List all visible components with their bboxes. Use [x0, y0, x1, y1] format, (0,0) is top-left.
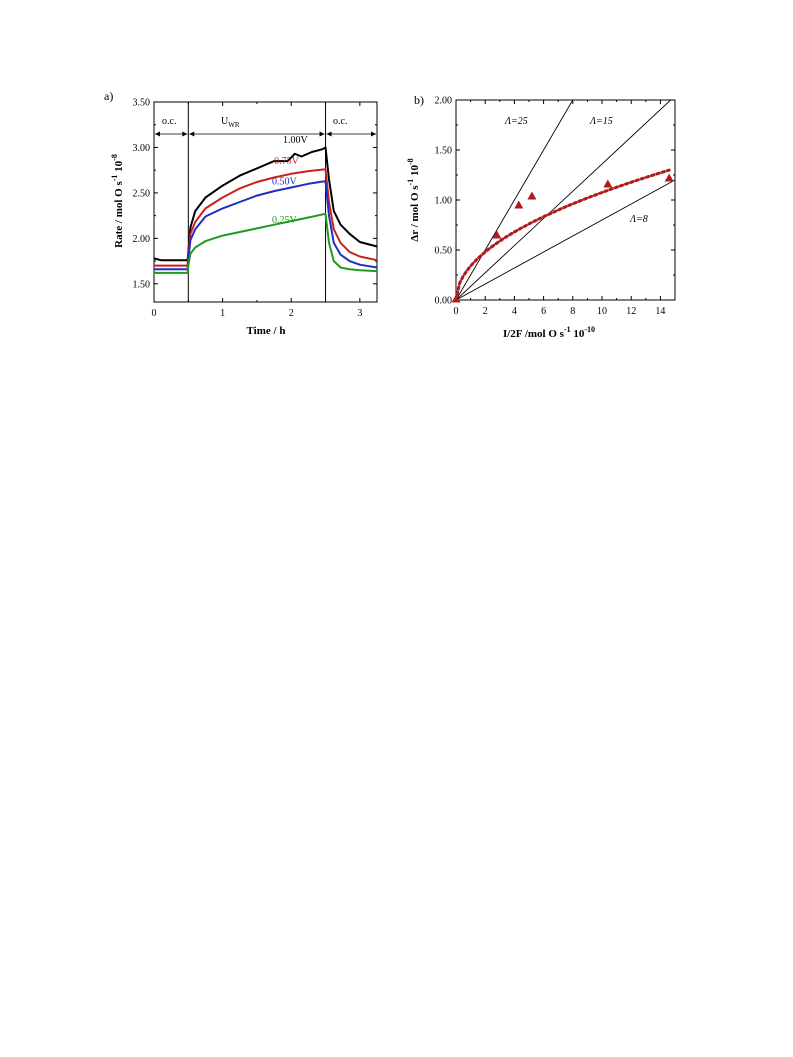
panel-b-plot: 0 2 4 6 8 10 12 14 0.00 0.50 1.00 1.50 2.00	[435, 96, 676, 317]
x-tick-label: 0	[152, 308, 157, 319]
panel-a-ylabel: Rate / mol O s-1 10-8	[110, 154, 125, 248]
arrow-head	[371, 131, 376, 137]
y-tick-label: 2.00	[133, 234, 151, 245]
x-tick-label: 0	[454, 306, 459, 317]
x-tick-label: 3	[357, 308, 362, 319]
x-tick-label: 12	[626, 306, 636, 317]
lambda-25-label: Λ=25	[504, 116, 528, 127]
panel-a: a) 0 1 2 3 1.50 2.00 2.50 3.00 3.50 1.00V 0.75V 0.5…	[104, 89, 378, 337]
data-point	[514, 200, 524, 209]
data-point	[492, 230, 502, 239]
y-tick-label: 2.00	[435, 96, 453, 107]
series-label-0.25V: 0.25V	[272, 215, 298, 226]
y-tick-label: 0.00	[435, 296, 453, 307]
data-point	[664, 173, 674, 182]
reference-line-Λ=8	[456, 179, 675, 300]
y-tick-label: 3.00	[133, 143, 151, 154]
lambda-15-label: Λ=15	[589, 116, 613, 127]
x-tick-label: 6	[541, 306, 546, 317]
x-tick-label: 8	[570, 306, 575, 317]
panel-b: b) 0 2 4 6 8 10 12 140.000.501.001.502.00 Λ=25 …	[406, 93, 676, 340]
y-tick-label: 2.50	[133, 188, 151, 199]
x-tick-label: 4	[512, 306, 517, 317]
panel-b-label: b)	[414, 93, 424, 107]
series-label-0.75V: 0.75V	[274, 156, 300, 167]
panel-b-xlabel: I/2F /mol O s-1 10-10	[503, 325, 595, 340]
region-uwr-label: UWR	[221, 116, 240, 129]
y-tick-label: 0.50	[435, 246, 453, 257]
panel-a-xlabel: Time / h	[247, 325, 286, 337]
arrow-head	[319, 131, 325, 137]
x-tick-label: 14	[655, 306, 665, 317]
x-tick-label: 10	[597, 306, 607, 317]
lambda-8-label: Λ=8	[629, 214, 648, 225]
y-tick-label: 1.50	[435, 146, 453, 157]
x-tick-label: 1	[220, 308, 225, 319]
series-line-0.50V	[154, 180, 378, 271]
series-line-0.25V	[154, 212, 378, 274]
panel-a-frame	[153, 101, 378, 303]
arrow-head	[189, 131, 195, 137]
series-line-1.00V	[153, 146, 378, 262]
fit-curve	[456, 168, 671, 300]
data-point	[451, 294, 461, 303]
panel-a-plot: 0 1 2 3 1.50 2.00 2.50 3.00 3.50 1.00V 0.75V 0.50V 0…	[133, 98, 378, 319]
panel-a-label: a)	[104, 89, 113, 103]
arrow-head	[182, 131, 188, 137]
plot-area	[456, 100, 675, 300]
data-point	[603, 179, 613, 188]
reference-line-Λ=25	[456, 100, 574, 300]
reference-line-Λ=15	[456, 100, 672, 300]
data-point	[527, 191, 537, 200]
x-tick-label: 2	[289, 308, 294, 319]
y-tick-label: 1.00	[435, 196, 453, 207]
region-oc-right: o.c.	[333, 116, 347, 127]
arrow-head	[155, 131, 160, 137]
arrow-head	[326, 131, 332, 137]
x-tick-label: 2	[483, 306, 488, 317]
series-label-0.50V: 0.50V	[272, 177, 298, 188]
series-label-1.00V: 1.00V	[283, 135, 309, 146]
y-tick-label: 1.50	[133, 279, 151, 290]
panel-b-ylabel: Δr / mol O s-1 10-8	[406, 158, 421, 241]
y-tick-label: 3.50	[133, 98, 151, 109]
region-oc-left: o.c.	[162, 116, 176, 127]
